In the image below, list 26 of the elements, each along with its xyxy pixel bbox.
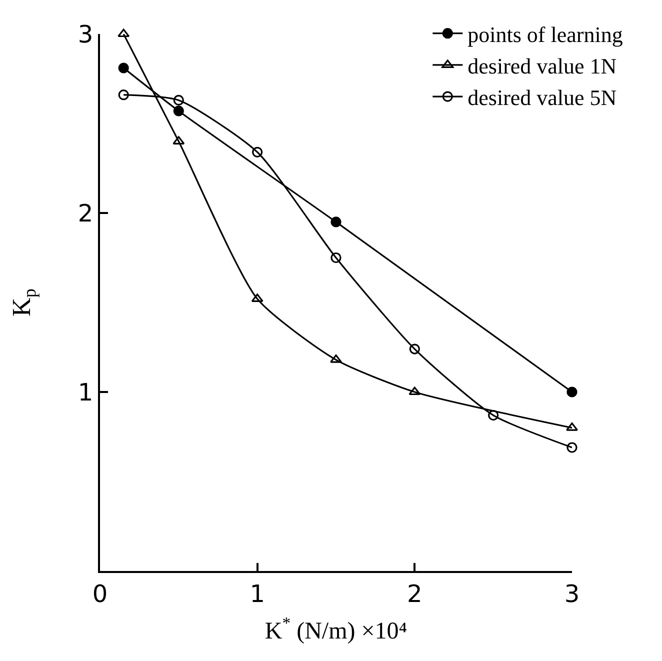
point [173, 94, 184, 106]
legend-label: points of learning [468, 22, 623, 47]
x-tick-label: 3 [564, 580, 580, 608]
point [330, 252, 342, 264]
x-tick-label: 0 [92, 580, 108, 608]
x-tick-label: 2 [407, 580, 422, 608]
point [118, 28, 130, 38]
point [566, 442, 578, 453]
point [566, 422, 578, 431]
x-tick-label: 1 [250, 580, 265, 608]
point [408, 386, 421, 396]
point [252, 146, 263, 158]
y-tick-label: 2 [78, 199, 94, 228]
legend-label: desired value 1N [468, 54, 617, 78]
point [118, 90, 129, 100]
point [409, 344, 420, 354]
point [173, 106, 184, 116]
point [488, 410, 499, 421]
y-tick-label: 1 [78, 378, 94, 406]
y-tick-label: 3 [78, 20, 94, 48]
legend-label: desired value 5N [468, 85, 617, 110]
x-axis-title: K$^{*}$ (N/m) ×10⁴ [264, 614, 408, 645]
point [566, 386, 578, 398]
point [118, 62, 129, 74]
point [330, 354, 342, 363]
point [330, 216, 342, 228]
